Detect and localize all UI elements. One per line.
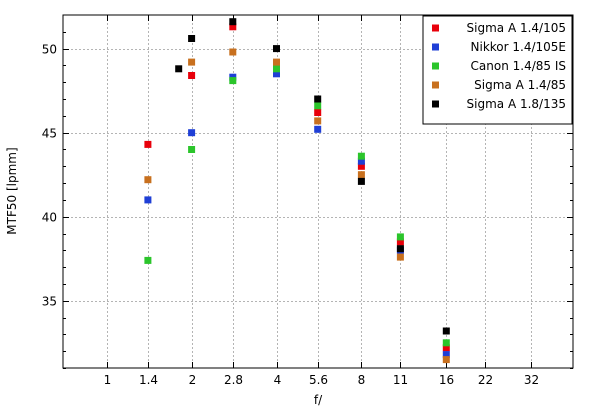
data-point-series-1 xyxy=(188,72,196,79)
data-point-series-4 xyxy=(144,176,152,184)
legend-label: Nikkor 1.4/105E xyxy=(471,40,566,54)
data-point-series-4 xyxy=(229,48,237,56)
data-point-series-4 xyxy=(442,356,450,364)
legend-marker xyxy=(432,100,439,108)
legend: Sigma A 1.4/105 Nikkor 1.4/105E Canon 1.4/… xyxy=(422,15,573,125)
legend-box xyxy=(422,15,573,125)
data-point-series-4 xyxy=(396,253,404,261)
data-point-series-4 xyxy=(273,58,280,66)
x-axis-label: f/ xyxy=(314,393,323,407)
legend-marker xyxy=(432,24,439,32)
data-point-series-3 xyxy=(273,65,280,73)
x-tick-label: 1 xyxy=(104,373,112,387)
data-point-series-4 xyxy=(357,171,365,179)
legend-marker xyxy=(432,43,439,51)
data-point-series-3 xyxy=(144,256,152,264)
x-tick-label: 2.8 xyxy=(224,373,243,387)
data-point-series-1 xyxy=(442,344,450,352)
data-point-series-4 xyxy=(314,117,322,125)
data-point-series-3 xyxy=(357,152,365,160)
data-point-series-2 xyxy=(314,125,322,133)
y-tick-label: 45 xyxy=(42,127,57,141)
legend-label: Sigma A 1.4/105 xyxy=(467,21,566,35)
y-tick-label: 50 xyxy=(42,43,57,57)
y-tick-label: 35 xyxy=(42,295,57,309)
data-point-series-1 xyxy=(357,162,365,170)
x-tick-label: 8 xyxy=(358,373,366,387)
data-point-series-4 xyxy=(188,58,196,66)
x-tick-labels: 1 1.4 2 2.8 4 5.6 8 11 16 22 32 xyxy=(104,373,539,387)
x-tick-label: 4 xyxy=(274,373,282,387)
x-tick-label: 22 xyxy=(478,373,493,387)
x-tick-label: 11 xyxy=(393,373,408,387)
legend-label: Canon 1.4/85 IS xyxy=(471,59,566,73)
legend-marker xyxy=(432,81,439,89)
data-point-series-2 xyxy=(188,129,196,137)
data-point-series-5 xyxy=(314,95,322,103)
x-tick-label: 1.4 xyxy=(139,373,158,387)
x-tick-label: 32 xyxy=(524,373,539,387)
data-point-series-2 xyxy=(442,351,450,359)
data-point-series-5 xyxy=(273,45,280,53)
data-point-series-3 xyxy=(396,233,404,241)
grid xyxy=(63,15,573,368)
data-point-series-5 xyxy=(357,177,365,185)
data-point-series-2 xyxy=(357,157,365,165)
data-point-series-1 xyxy=(396,238,404,246)
y-tick-labels: 35 40 45 50 xyxy=(42,43,57,309)
data-point-series-5 xyxy=(188,35,196,42)
data-point-series-3 xyxy=(442,339,450,347)
data-point-series-2 xyxy=(144,196,152,204)
data-point-series-5 xyxy=(175,65,183,73)
x-tick-label: 16 xyxy=(439,373,454,387)
data-point-series-3 xyxy=(188,146,196,153)
legend-label: Sigma A 1.4/85 xyxy=(474,78,566,92)
legend-label: Sigma A 1.8/135 xyxy=(467,97,566,111)
data-point-series-1 xyxy=(144,140,152,148)
y-tick-label: 40 xyxy=(42,211,57,225)
x-tick-label: 2 xyxy=(189,373,197,387)
y-axis-label: MTF50 [lpmm] xyxy=(5,147,19,234)
data-point-series-3 xyxy=(229,77,237,85)
x-tick-label: 5.6 xyxy=(309,373,328,387)
data-point-series-5 xyxy=(229,18,237,26)
data-point-series-2 xyxy=(273,70,280,78)
data-point-series-5 xyxy=(396,245,404,253)
data-point-series-1 xyxy=(229,23,237,31)
data-point-series-5 xyxy=(442,327,450,335)
legend-marker xyxy=(432,62,439,70)
data-point-series-3 xyxy=(314,102,322,110)
data-point-series-1 xyxy=(314,109,322,116)
data-points xyxy=(144,18,450,364)
